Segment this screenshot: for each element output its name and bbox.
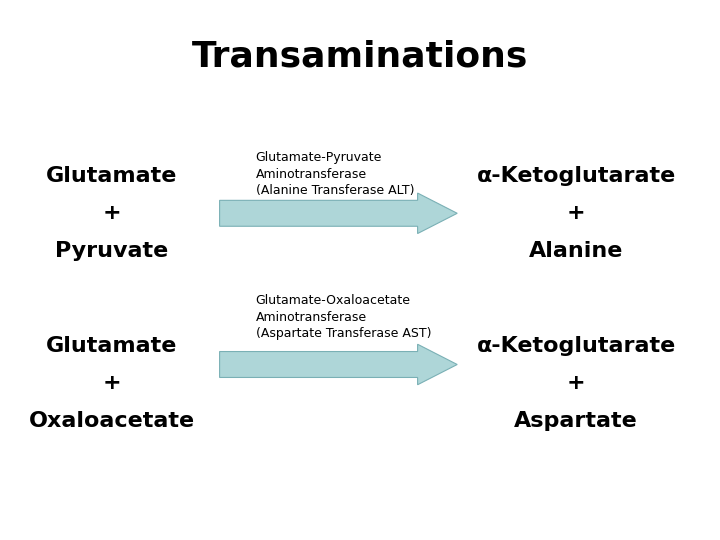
Text: α-Ketoglutarate: α-Ketoglutarate	[477, 165, 675, 186]
Text: +: +	[102, 203, 121, 224]
Text: Glutamate-Oxaloacetate
Aminotransferase
(Aspartate Transferase AST): Glutamate-Oxaloacetate Aminotransferase …	[256, 294, 431, 340]
Text: +: +	[567, 203, 585, 224]
Text: Alanine: Alanine	[528, 241, 624, 261]
Text: +: +	[102, 373, 121, 394]
Text: Pyruvate: Pyruvate	[55, 241, 168, 261]
Text: Glutamate-Pyruvate
Aminotransferase
(Alanine Transferase ALT): Glutamate-Pyruvate Aminotransferase (Ala…	[256, 151, 414, 197]
Text: Aspartate: Aspartate	[514, 411, 638, 431]
Text: Glutamate: Glutamate	[46, 335, 177, 356]
FancyArrow shape	[220, 345, 457, 384]
FancyArrow shape	[220, 193, 457, 233]
Text: Transaminations: Transaminations	[192, 40, 528, 73]
Text: α-Ketoglutarate: α-Ketoglutarate	[477, 335, 675, 356]
Text: Oxaloacetate: Oxaloacetate	[29, 411, 194, 431]
Text: Glutamate: Glutamate	[46, 165, 177, 186]
Text: +: +	[567, 373, 585, 394]
